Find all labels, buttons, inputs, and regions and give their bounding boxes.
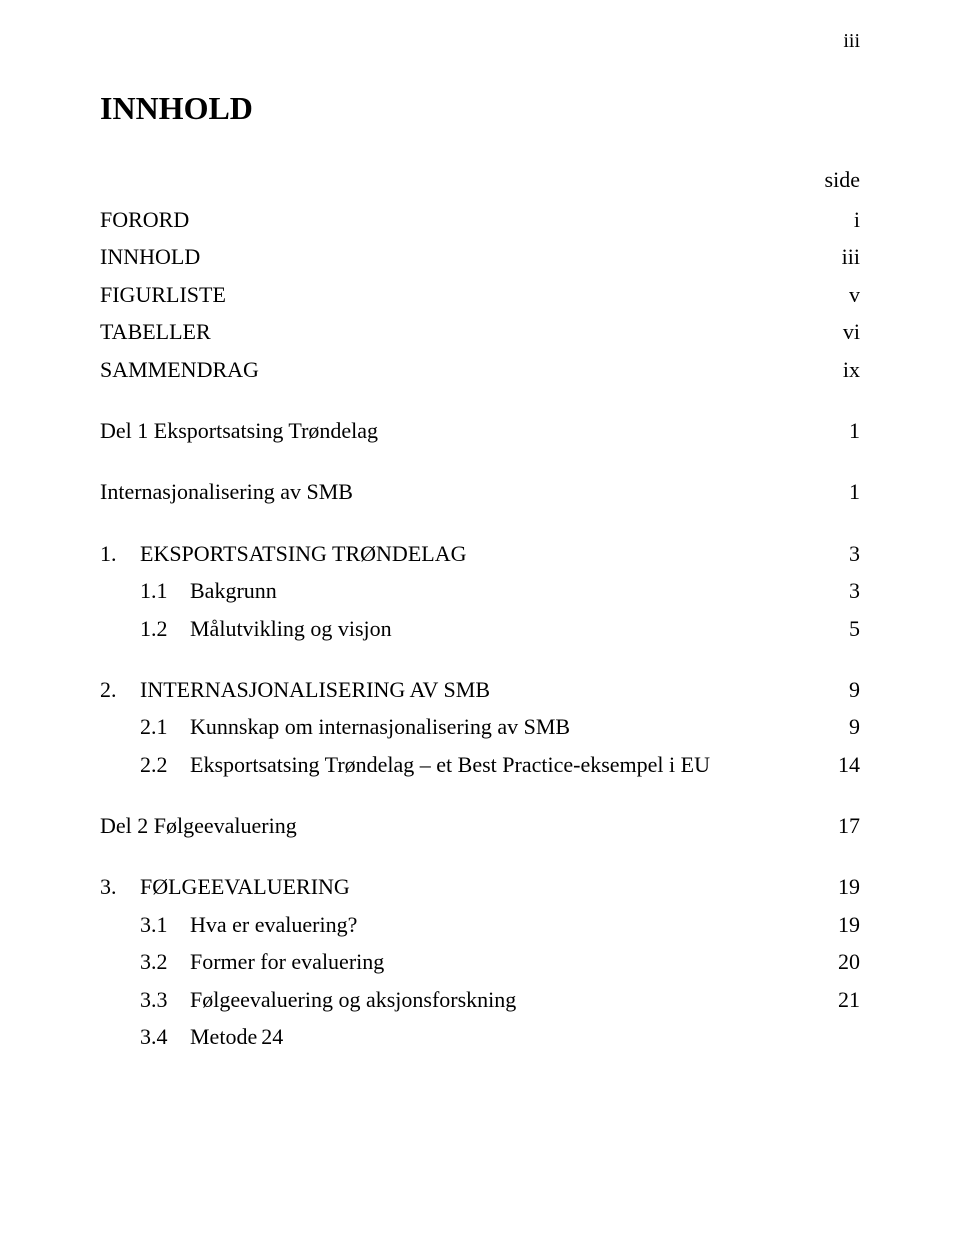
section-label: INTERNASJONALISERING AV SMB [140,671,490,708]
toc-section-head: 2. INTERNASJONALISERING AV SMB [100,671,800,708]
subsection-num: 1.2 [140,610,190,647]
toc-row: 3.3 Følgeevaluering og aksjonsforskning … [100,981,860,1018]
toc-row: 2.2 Eksportsatsing Trøndelag – et Best P… [100,746,860,783]
toc-page: 9 [800,708,860,745]
toc-label: FORORD [100,201,800,238]
toc-row: TABELLER vi [100,313,860,350]
section-num: 2. [100,671,140,708]
toc-subsection: 3.1 Hva er evaluering? [100,906,800,943]
toc-page: 9 [800,671,860,708]
subsection-label: Følgeevaluering og aksjonsforskning [190,981,516,1018]
toc-row: INNHOLD iii [100,238,860,275]
subsection-label: Eksportsatsing Trøndelag – et Best Pract… [190,746,710,783]
toc-row: Del 1 Eksportsatsing Trøndelag 1 [100,412,860,449]
toc-page: 17 [800,807,860,844]
page-content: INNHOLD side FORORD i INNHOLD iii FIGURL… [0,0,960,1115]
toc-section-head: 1. EKSPORTSATSING TRØNDELAG [100,535,800,572]
toc-row: 2.1 Kunnskap om internasjonalisering av … [100,708,860,745]
toc-page: v [800,276,860,313]
toc-row: FIGURLISTE v [100,276,860,313]
toc-row: 1.1 Bakgrunn 3 [100,572,860,609]
section-label: FØLGEEVALUERING [140,868,350,905]
toc-page: 14 [800,746,860,783]
section-label: EKSPORTSATSING TRØNDELAG [140,535,466,572]
toc-row: Internasjonalisering av SMB 1 [100,473,860,510]
toc-subsection: 3.3 Følgeevaluering og aksjonsforskning [100,981,800,1018]
toc-page: 19 [800,906,860,943]
subsection-num: 1.1 [140,572,190,609]
toc-label: Del 2 Følgeevaluering [100,807,800,844]
subsection-label: Metode [190,1018,257,1055]
toc-page: iii [800,238,860,275]
toc-page: ix [800,351,860,388]
toc-subsection: 3.2 Former for evaluering [100,943,800,980]
toc-page: 5 [800,610,860,647]
toc-row: Del 2 Følgeevaluering 17 [100,807,860,844]
toc-page: vi [800,313,860,350]
subsection-num: 2.2 [140,746,190,783]
toc-row: 2. INTERNASJONALISERING AV SMB 9 [100,671,860,708]
toc-label: Del 1 Eksportsatsing Trøndelag [100,412,800,449]
toc-page: 21 [800,981,860,1018]
toc-subsection: 1.1 Bakgrunn [100,572,800,609]
toc-subsection: 2.2 Eksportsatsing Trøndelag – et Best P… [100,746,800,783]
toc-label: FIGURLISTE [100,276,800,313]
toc-page: 3 [800,535,860,572]
toc-row: 1.2 Målutvikling og visjon 5 [100,610,860,647]
subsection-label: Kunnskap om internasjonalisering av SMB [190,708,570,745]
toc-row: SAMMENDRAG ix [100,351,860,388]
toc-subsection: 1.2 Målutvikling og visjon [100,610,800,647]
section-num: 1. [100,535,140,572]
subsection-label: Hva er evaluering? [190,906,357,943]
subsection-num: 3.2 [140,943,190,980]
toc-label: TABELLER [100,313,800,350]
toc-page: 3 [800,572,860,609]
toc-page: 20 [800,943,860,980]
toc-page: 1 [800,473,860,510]
toc-label: Internasjonalisering av SMB [100,473,800,510]
toc-page: 1 [800,412,860,449]
toc-row: 3. FØLGEEVALUERING 19 [100,868,860,905]
toc-page: i [800,201,860,238]
subsection-inline-page: 24 [261,1018,283,1055]
toc-label: SAMMENDRAG [100,351,800,388]
subsection-num: 3.4 [140,1018,190,1055]
toc-row: 3.1 Hva er evaluering? 19 [100,906,860,943]
toc-subsection: 3.4 Metode 24 [100,1018,800,1055]
subsection-num: 3.3 [140,981,190,1018]
toc-row: 3.4 Metode 24 [100,1018,860,1055]
subsection-label: Målutvikling og visjon [190,610,392,647]
subsection-num: 2.1 [140,708,190,745]
toc-page: 19 [800,868,860,905]
toc-row: 3.2 Former for evaluering 20 [100,943,860,980]
page-title: INNHOLD [100,90,860,127]
toc-row: FORORD i [100,201,860,238]
toc-subsection: 2.1 Kunnskap om internasjonalisering av … [100,708,800,745]
toc-row: 1. EKSPORTSATSING TRØNDELAG 3 [100,535,860,572]
side-label: side [100,167,860,193]
subsection-num: 3.1 [140,906,190,943]
toc-section-head: 3. FØLGEEVALUERING [100,868,800,905]
subsection-label: Bakgrunn [190,572,277,609]
subsection-label: Former for evaluering [190,943,384,980]
section-num: 3. [100,868,140,905]
toc-label: INNHOLD [100,238,800,275]
page-number-top: iii [843,30,860,53]
